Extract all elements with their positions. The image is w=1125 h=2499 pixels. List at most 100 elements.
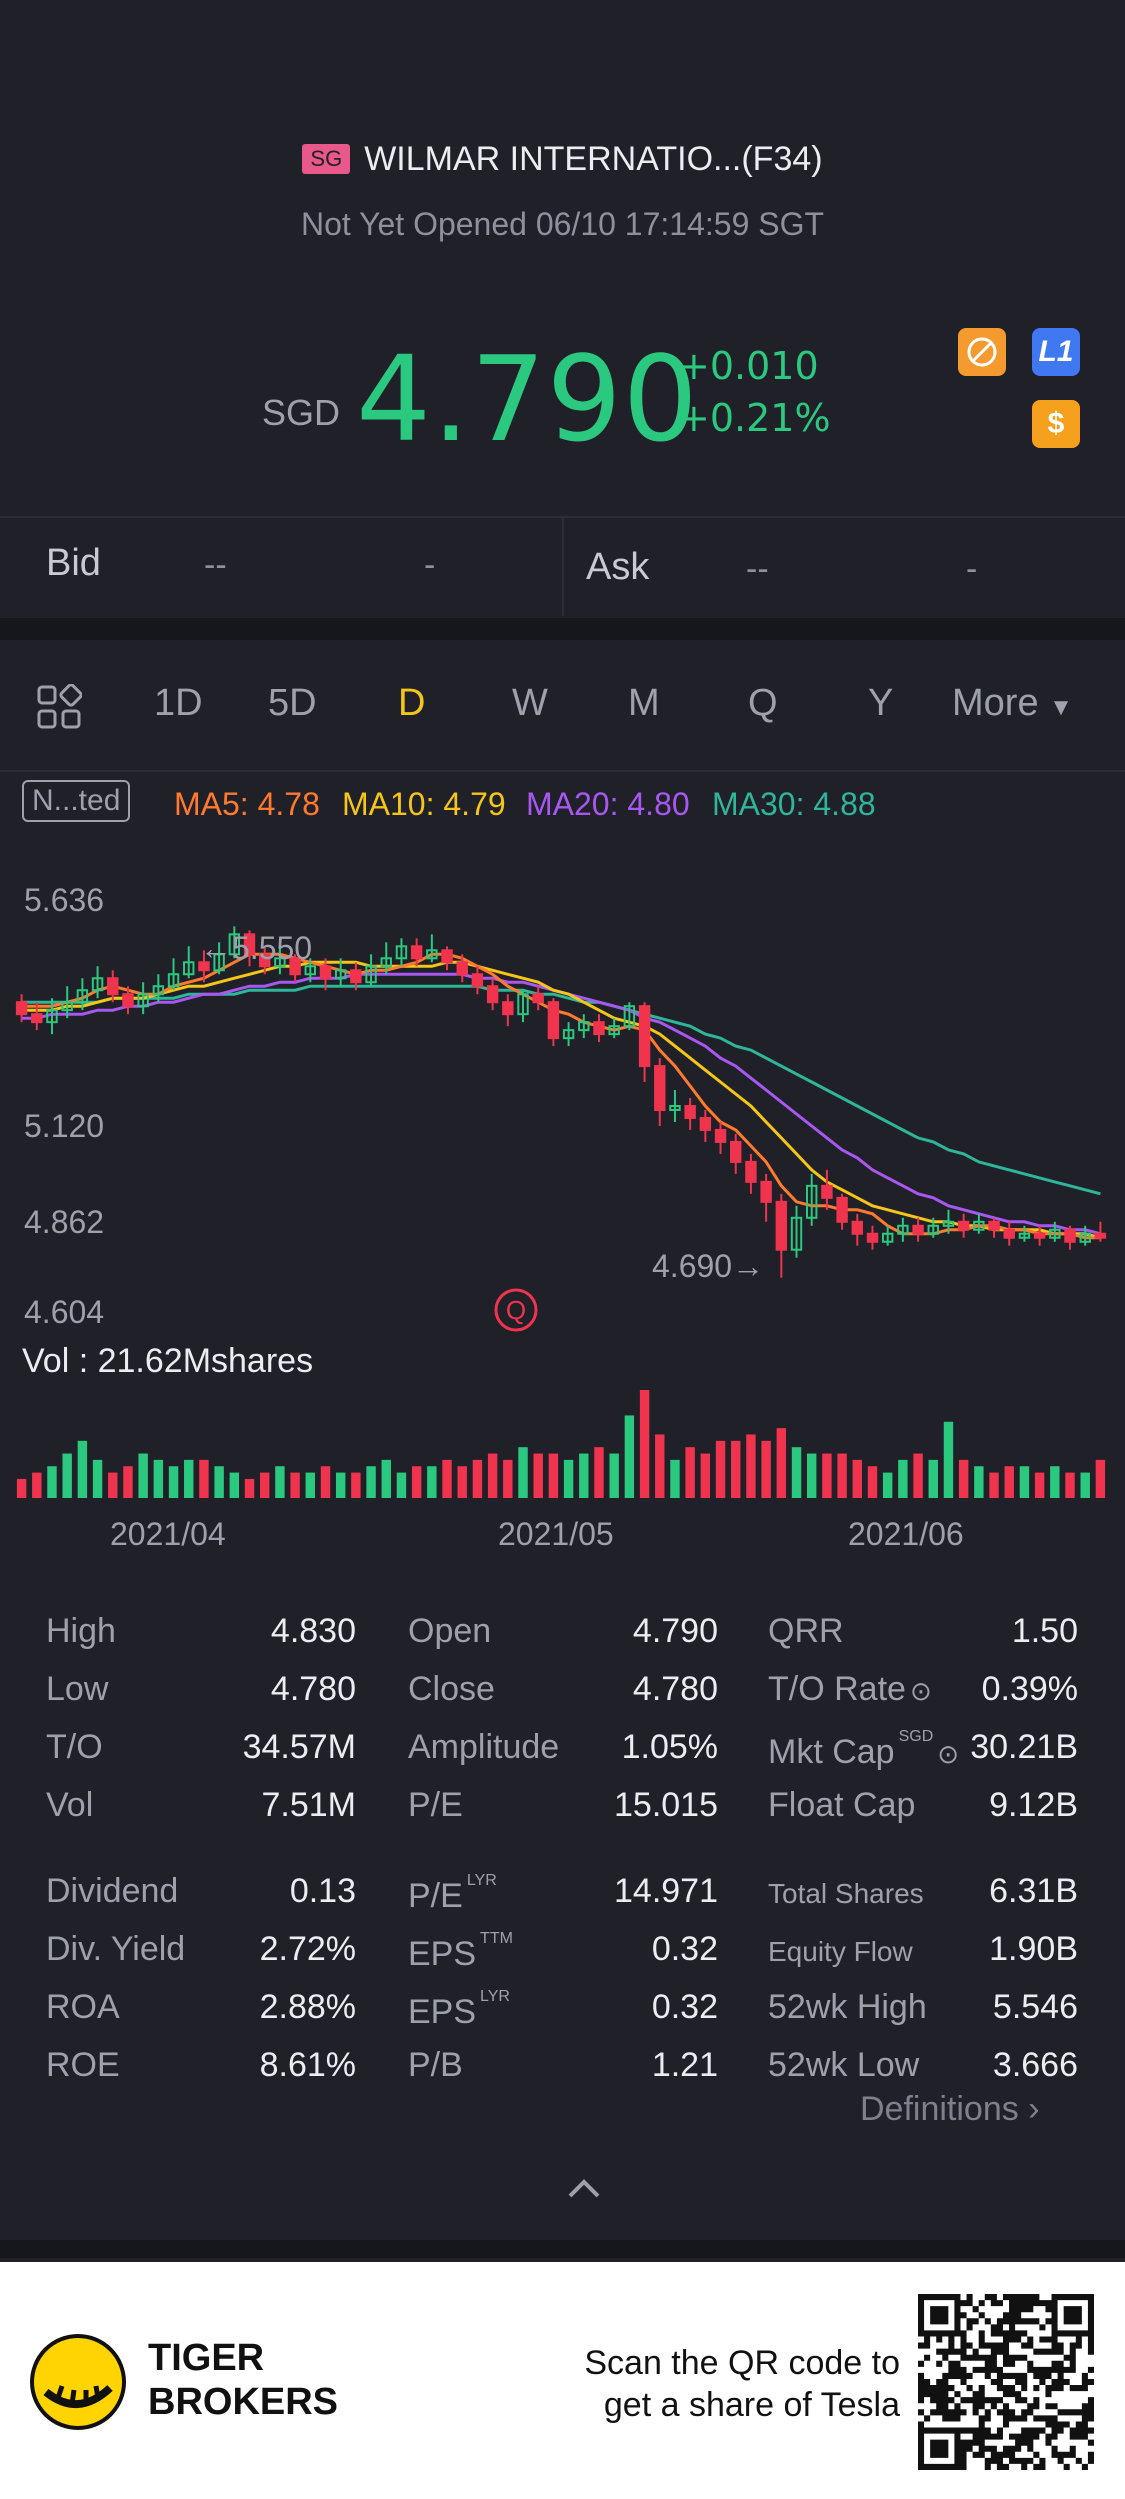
info-icon[interactable]: ⊙ — [937, 1739, 960, 1769]
volume-bar — [700, 1453, 711, 1498]
search-icon[interactable]: Q — [492, 1286, 540, 1339]
candle-body — [593, 1021, 605, 1036]
volume-bar — [503, 1459, 513, 1498]
tab-1d[interactable]: 1D — [154, 682, 203, 724]
candle-body — [866, 1232, 879, 1243]
dollar-icon[interactable]: $ — [1032, 400, 1080, 448]
candle-body — [486, 985, 499, 1004]
volume-bar — [123, 1466, 133, 1498]
info-icon[interactable]: ⊙ — [909, 1676, 932, 1706]
candle-body — [15, 1001, 28, 1016]
volume-bar — [655, 1434, 665, 1498]
volume-bar — [153, 1459, 164, 1498]
ma5-legend: MA5: 4.78 — [174, 786, 320, 822]
stat-label: High — [46, 1612, 116, 1650]
more-label: More — [952, 682, 1039, 724]
volume-bar — [822, 1453, 832, 1498]
candle-body — [562, 1029, 575, 1040]
stat-label: Div. Yield — [46, 1930, 186, 1968]
candle-body — [334, 969, 347, 980]
volume-bar — [77, 1440, 88, 1498]
volume-bar — [761, 1440, 771, 1498]
tab-q[interactable]: Q — [748, 682, 778, 724]
tab-d[interactable]: D — [398, 682, 426, 724]
svg-text:Q: Q — [506, 1295, 526, 1325]
grid-icon[interactable] — [36, 683, 83, 735]
bid-ask-separator — [562, 518, 564, 616]
stat-label-sup: LYR — [466, 1872, 497, 1889]
volume-bar — [305, 1472, 316, 1498]
promo-footer: TIGER BROKERS Scan the QR code to get a … — [0, 2262, 1125, 2499]
stat-value: 1.21 — [651, 2046, 718, 2084]
candle-body — [957, 1220, 970, 1231]
volume-bar — [533, 1453, 543, 1498]
candle-body — [654, 1065, 666, 1111]
candle-body — [775, 1200, 788, 1251]
chevron-up-icon[interactable] — [566, 2176, 602, 2205]
tab-m[interactable]: M — [628, 682, 660, 724]
volume-bar — [548, 1453, 559, 1498]
volume-bar — [852, 1459, 863, 1498]
ma20-legend: MA20: 4.80 — [526, 786, 690, 822]
stat-label-sup: LYR — [480, 1988, 510, 2005]
divider — [0, 770, 1125, 772]
candle-body — [319, 965, 332, 980]
candle-body — [365, 965, 377, 984]
volume-bar — [259, 1472, 270, 1498]
stat-value: 9.12B — [989, 1786, 1078, 1824]
candle-body — [881, 1232, 894, 1243]
adjust-mode-button[interactable]: N...ted — [22, 780, 131, 822]
y-tick-label: 4.604 — [24, 1294, 105, 1330]
volume-bar — [92, 1459, 103, 1498]
candle-body — [122, 993, 134, 1008]
volume-bar — [138, 1453, 148, 1498]
candle-body — [745, 1160, 757, 1183]
stat-label: Close — [408, 1670, 495, 1708]
more-button[interactable]: More ▼ — [952, 682, 1073, 725]
stat-label: 52wk High — [768, 1988, 927, 2026]
stat-value: 0.32 — [651, 1988, 718, 2026]
candle-body — [380, 957, 392, 968]
chevron-right-icon: › — [1028, 2090, 1040, 2128]
stat-label: Float Cap — [768, 1786, 916, 1824]
tab-w[interactable]: W — [512, 682, 548, 724]
volume-bar — [335, 1472, 346, 1498]
volume-bar — [108, 1472, 118, 1498]
candle-body — [836, 1196, 848, 1223]
candle-body — [517, 993, 529, 1016]
volume-bar — [47, 1466, 57, 1498]
candle-body — [897, 1224, 909, 1235]
stat-value: 4.830 — [270, 1612, 356, 1650]
tab-y[interactable]: Y — [868, 682, 894, 724]
candlestick-chart[interactable] — [0, 860, 1125, 1340]
stat-value: 30.21B — [970, 1728, 1078, 1766]
market-badge: SG — [302, 144, 351, 174]
divider — [0, 516, 1125, 518]
candle-body — [942, 1220, 955, 1227]
promo-text: Scan the QR code to get a share of Tesla — [510, 2342, 900, 2426]
candle-body — [532, 993, 544, 1004]
bid-size: - — [424, 546, 436, 584]
candle-body — [608, 1025, 620, 1036]
level-one-icon[interactable]: L1 — [1032, 328, 1080, 376]
definitions-link[interactable]: Definitions › — [860, 2090, 1040, 2129]
candle-body — [988, 1220, 1000, 1231]
candle-body — [1094, 1232, 1107, 1239]
volume-bar — [867, 1466, 878, 1498]
candle-body — [304, 965, 317, 976]
tab-5d[interactable]: 5D — [268, 682, 317, 724]
volume-bar — [639, 1390, 650, 1498]
qr-code[interactable] — [918, 2294, 1094, 2470]
bid-label: Bid — [46, 542, 101, 584]
no-trade-icon[interactable] — [958, 328, 1006, 376]
stat-value: 1.50 — [1011, 1612, 1078, 1650]
candle-body — [730, 1140, 742, 1163]
volume-bar — [731, 1440, 741, 1498]
volume-bar — [472, 1459, 483, 1498]
candle-body — [638, 1005, 651, 1068]
y-tick-label: 5.636 — [24, 882, 105, 918]
volume-bar — [1080, 1472, 1090, 1498]
section-gap — [0, 618, 1125, 640]
volume-bar — [320, 1466, 331, 1498]
volume-bar — [518, 1447, 528, 1498]
